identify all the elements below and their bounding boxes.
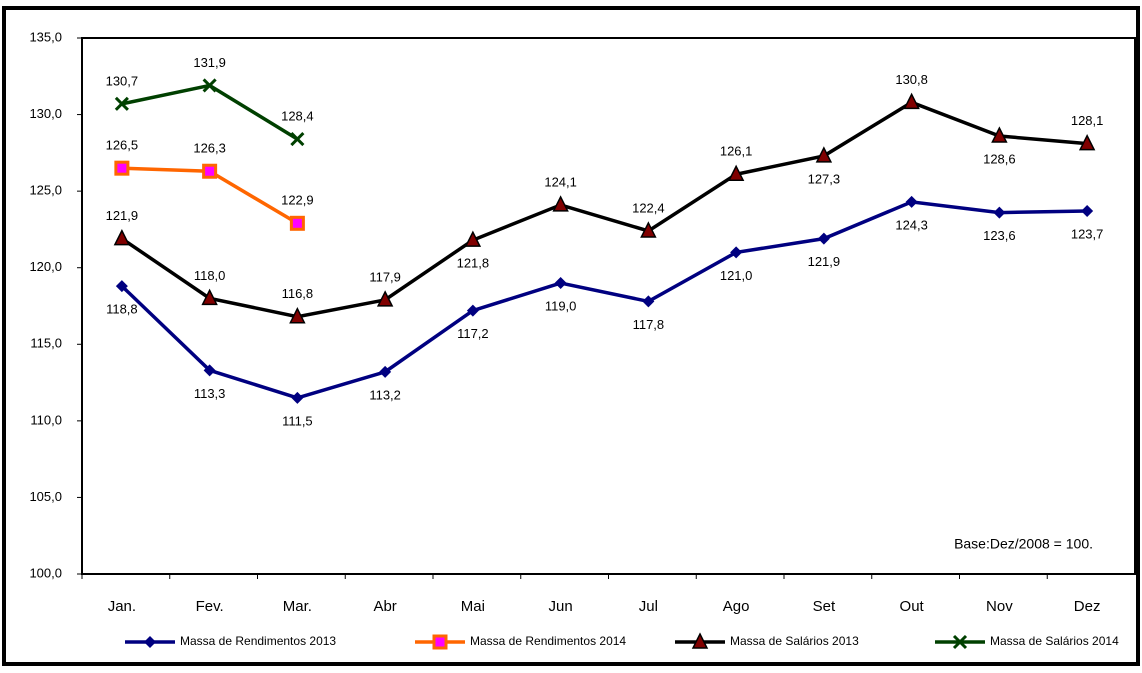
x-tick-label: Mai: [461, 598, 485, 615]
data-point: [289, 307, 306, 324]
data-point: [640, 221, 657, 238]
data-point: [815, 146, 833, 163]
data-label: 124,3: [895, 217, 928, 232]
data-point: [290, 132, 305, 147]
data-point: [1078, 133, 1096, 151]
y-tick-label: 135,0: [29, 29, 62, 44]
y-tick-label: 115,0: [30, 336, 62, 351]
data-point: [905, 195, 918, 208]
data-label: 122,4: [632, 200, 665, 215]
annotation: Base:Dez/2008 = 100.: [954, 536, 1093, 552]
series-line: [120, 100, 1088, 319]
data-point: [817, 232, 830, 245]
y-tick-label: 110,0: [30, 412, 62, 427]
x-tick-label: Ago: [723, 598, 750, 615]
data-point: [114, 160, 130, 176]
x-tick-label: Jun: [549, 598, 573, 615]
data-label: 121,9: [106, 208, 139, 223]
data-point: [903, 92, 920, 110]
data-point: [379, 365, 392, 378]
x-tick-label: Abr: [373, 598, 396, 615]
data-label: 126,1: [720, 144, 753, 159]
legend-label: Massa de Rendimentos 2014: [470, 634, 626, 648]
data-label: 126,3: [193, 141, 226, 156]
data-label: 111,5: [282, 413, 313, 428]
legend-marker: [952, 634, 968, 650]
x-tick-label: Nov: [986, 598, 1013, 615]
data-point: [376, 290, 394, 307]
y-tick-label: 120,0: [29, 259, 62, 274]
data-label: 124,1: [544, 174, 577, 189]
data-point: [727, 164, 745, 182]
x-tick-label: Jan.: [108, 598, 136, 615]
data-point: [730, 246, 743, 259]
data-point: [114, 96, 129, 111]
data-point: [201, 288, 218, 306]
legend-label: Massa de Rendimentos 2013: [180, 634, 336, 648]
y-tick-label: 100,0: [29, 565, 62, 580]
data-label: 121,8: [457, 256, 490, 271]
series-line: [120, 200, 1088, 400]
data-point: [642, 295, 655, 308]
legend-label: Massa de Salários 2014: [990, 634, 1119, 648]
data-point: [464, 230, 482, 247]
data-point: [115, 280, 128, 293]
y-tick-label: 125,0: [29, 183, 62, 198]
data-label: 128,6: [983, 151, 1016, 166]
data-label: 113,2: [369, 387, 401, 402]
data-point: [289, 215, 305, 231]
y-tick-label: 130,0: [29, 106, 62, 121]
data-label: 116,8: [282, 286, 314, 301]
data-point: [291, 391, 304, 404]
data-label: 119,0: [545, 298, 577, 313]
data-label: 118,0: [194, 268, 226, 283]
data-label: 130,7: [106, 73, 139, 88]
data-point: [466, 304, 479, 317]
data-point: [554, 277, 567, 290]
data-point: [202, 163, 218, 179]
data-label: 117,8: [633, 317, 665, 332]
x-tick-label: Set: [813, 598, 836, 615]
data-point: [202, 78, 217, 93]
legend-label: Massa de Salários 2013: [730, 634, 859, 648]
data-label: 121,0: [720, 268, 753, 283]
data-label: 127,3: [808, 171, 841, 186]
data-point: [552, 195, 569, 212]
x-tick-label: Out: [900, 598, 925, 615]
legend-marker: [144, 636, 156, 648]
data-label: 121,9: [808, 254, 841, 269]
data-label: 122,9: [281, 193, 314, 208]
x-tick-label: Dez: [1074, 598, 1101, 615]
legend-marker: [432, 634, 448, 650]
data-point: [113, 228, 131, 246]
x-tick-label: Fev.: [196, 598, 224, 615]
data-label: 118,8: [106, 302, 138, 317]
data-label: 128,1: [1071, 113, 1104, 128]
data-label: 117,9: [369, 269, 401, 284]
data-label: 128,4: [281, 109, 314, 124]
x-tick-label: Mar.: [283, 598, 312, 615]
data-point: [203, 364, 216, 377]
data-label: 123,6: [983, 228, 1016, 243]
data-label: 113,3: [194, 386, 226, 401]
data-point: [1081, 205, 1094, 218]
data-point: [991, 126, 1008, 143]
x-tick-label: Jul: [639, 598, 658, 615]
legend-marker: [691, 632, 709, 649]
data-point: [993, 206, 1006, 219]
data-label: 131,9: [193, 55, 226, 70]
data-label: 126,5: [106, 138, 139, 153]
y-tick-label: 105,0: [29, 489, 62, 504]
data-label: 123,7: [1071, 226, 1104, 241]
data-label: 130,8: [895, 72, 928, 87]
data-label: 117,2: [457, 326, 489, 341]
